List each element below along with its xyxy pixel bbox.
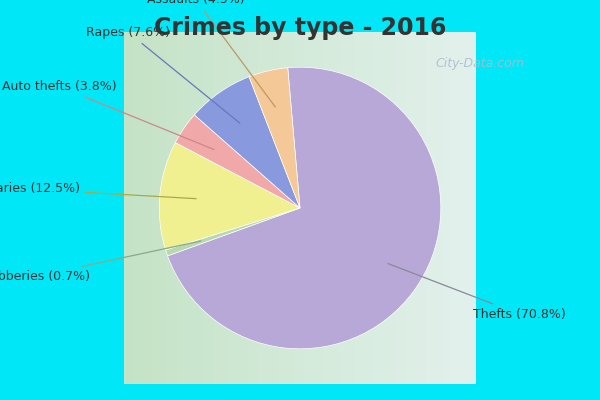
Wedge shape bbox=[194, 77, 300, 208]
Wedge shape bbox=[175, 115, 300, 208]
Text: Assaults (4.5%): Assaults (4.5%) bbox=[147, 0, 275, 107]
Text: Rapes (7.6%): Rapes (7.6%) bbox=[86, 26, 240, 123]
Wedge shape bbox=[166, 208, 300, 256]
Wedge shape bbox=[249, 68, 300, 208]
Text: Robberies (0.7%): Robberies (0.7%) bbox=[0, 241, 201, 283]
Wedge shape bbox=[159, 142, 300, 250]
Wedge shape bbox=[167, 67, 441, 349]
Text: Burglaries (12.5%): Burglaries (12.5%) bbox=[0, 182, 196, 199]
Text: Crimes by type - 2016: Crimes by type - 2016 bbox=[154, 16, 446, 40]
Text: Auto thefts (3.8%): Auto thefts (3.8%) bbox=[2, 80, 214, 150]
Text: Thefts (70.8%): Thefts (70.8%) bbox=[388, 264, 566, 321]
Text: City-Data.com: City-Data.com bbox=[436, 58, 524, 70]
